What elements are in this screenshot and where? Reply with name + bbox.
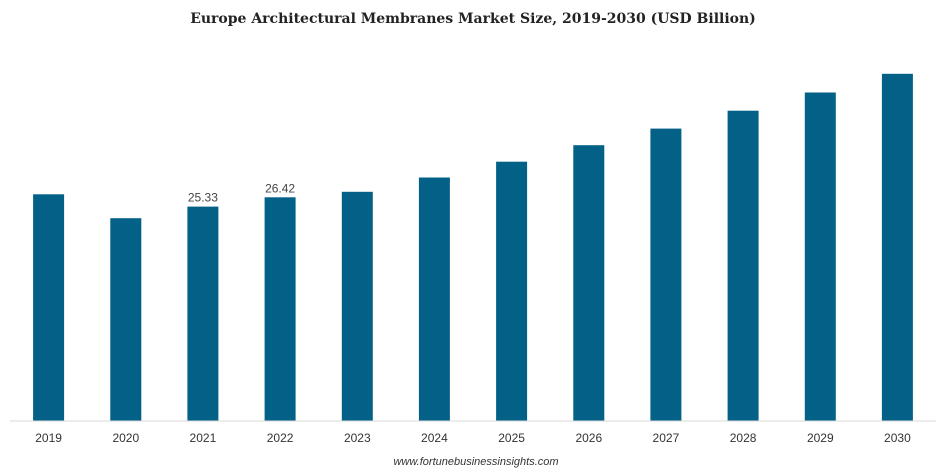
bar-2021 [187,206,219,421]
x-tick-label: 2025 [498,431,525,445]
x-tick-label: 2019 [35,431,62,445]
x-tick-label: 2024 [421,431,448,445]
x-axis-ticks: 2019 2020 2021 2022 2023 2024 2025 2026 2027 2028… [35,431,911,445]
bar-2023 [341,191,373,421]
bar-2020 [110,218,142,421]
source-watermark: www.fortunebusinessinsights.com [393,456,558,468]
x-tick-label: 2029 [807,431,834,445]
data-label: 25.33 [188,191,218,205]
bar-2026 [573,145,605,421]
bar-2022 [264,197,296,421]
data-labels: 25.33 26.42 [188,181,296,204]
bar-2019 [33,194,65,421]
bars-group [33,73,913,422]
x-tick-label: 2026 [575,431,602,445]
bar-2028 [727,110,759,421]
bar-2024 [418,177,450,421]
x-tick-label: 2022 [267,431,294,445]
x-tick-label: 2020 [112,431,139,445]
chart-title: Europe Architectural Membranes Market Si… [190,11,756,27]
x-tick-label: 2021 [190,431,217,445]
data-label: 26.42 [265,181,295,195]
bar-2029 [804,92,836,421]
bar-2025 [496,161,528,421]
bar-2030 [881,73,913,422]
x-tick-label: 2028 [730,431,757,445]
x-tick-label: 2027 [653,431,680,445]
x-tick-label: 2030 [884,431,911,445]
bar-2027 [650,128,682,421]
x-tick-label: 2023 [344,431,371,445]
